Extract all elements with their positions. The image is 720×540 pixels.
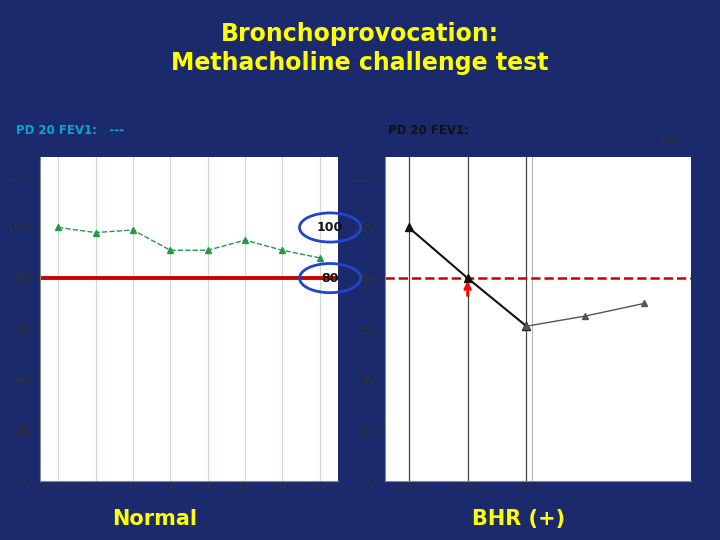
Text: Vrex: Vrex (660, 136, 682, 146)
Text: 80: 80 (321, 272, 339, 285)
Text: Bronchoprovocation:
Methacholine challenge test: Bronchoprovocation: Methacholine challen… (171, 22, 549, 75)
Text: PD 20 FEV1:   ---: PD 20 FEV1: --- (16, 124, 124, 137)
Text: PD 20 FEV1:: PD 20 FEV1: (388, 124, 469, 137)
Text: BHR (+): BHR (+) (472, 509, 565, 529)
Text: Normal: Normal (112, 509, 197, 529)
Text: 100: 100 (317, 221, 343, 234)
